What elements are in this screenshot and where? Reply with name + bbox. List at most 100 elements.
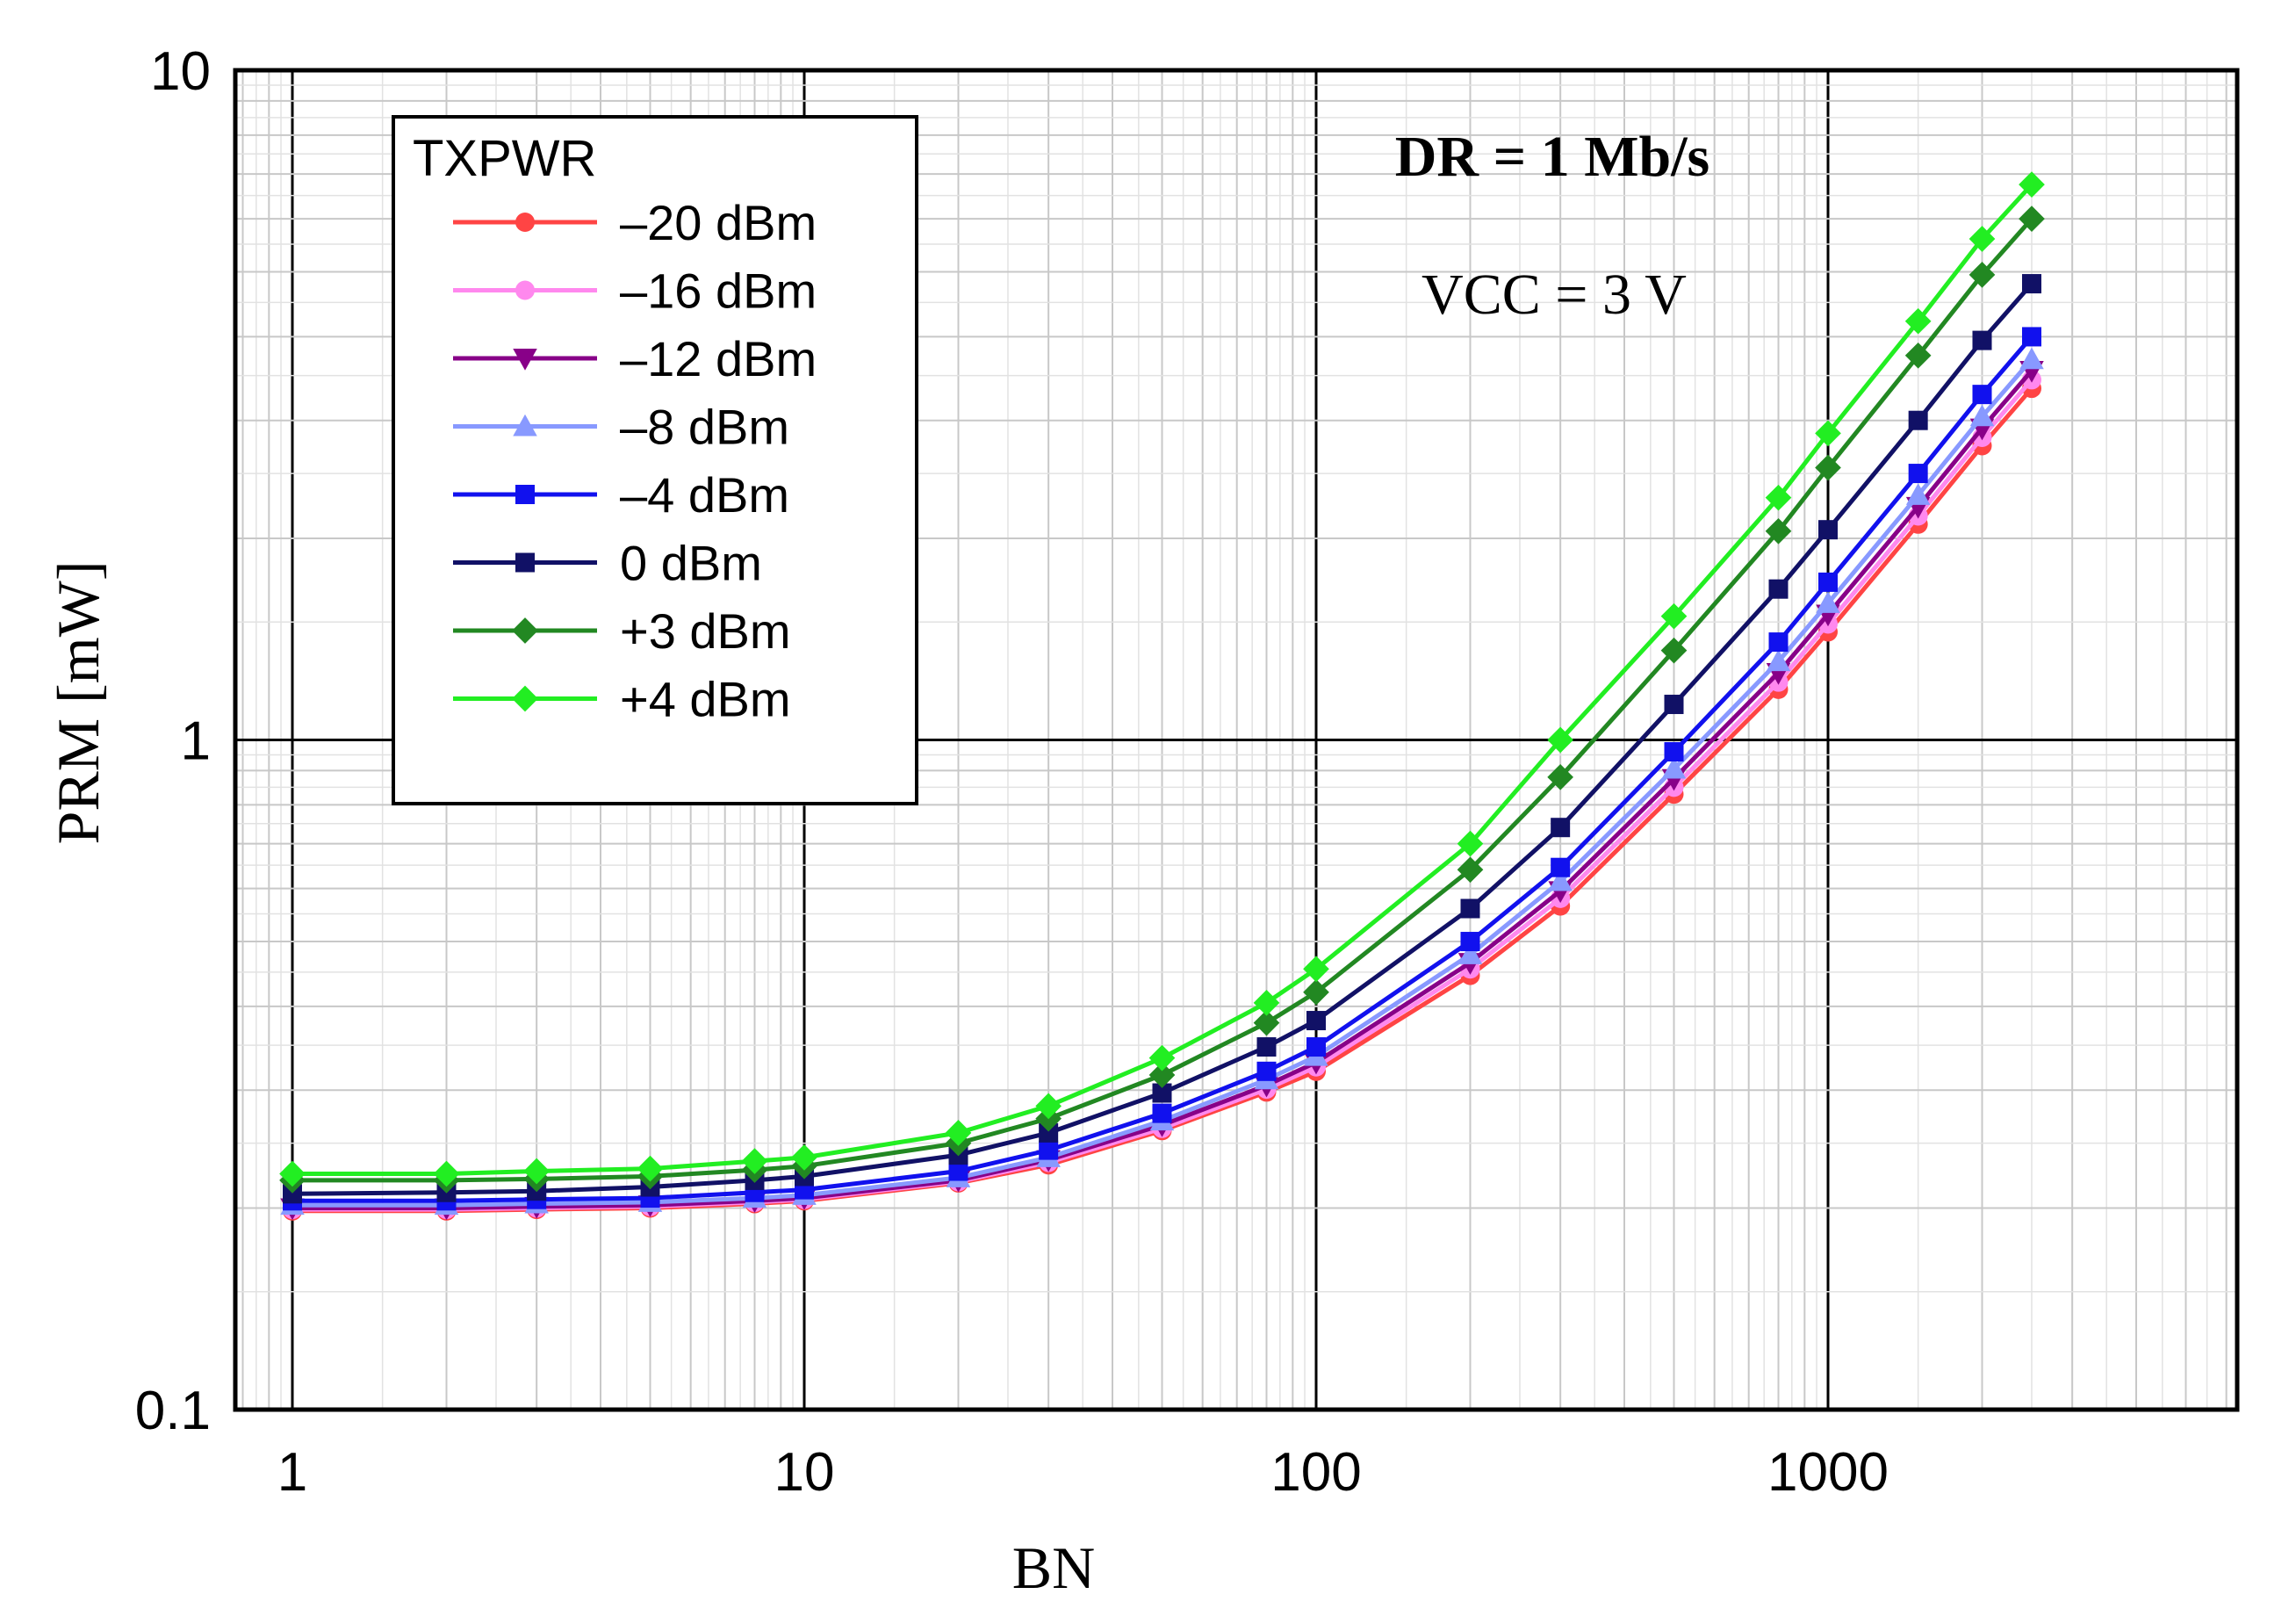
data-point xyxy=(1765,517,1792,545)
data-point xyxy=(1457,942,1483,964)
data-point xyxy=(791,1144,817,1171)
data-point xyxy=(1547,763,1574,790)
x-tick-label: 100 xyxy=(1270,1442,1361,1503)
legend-label: –20 dBm xyxy=(620,195,817,250)
data-point xyxy=(1664,742,1684,762)
legend-item: +3 dBm xyxy=(453,603,791,659)
series-+4dBm-dbm xyxy=(279,171,2045,1187)
data-point xyxy=(1303,978,1329,1006)
x-tick-labels: 1 10 100 1000 xyxy=(277,1442,1889,1503)
data-point xyxy=(1908,464,1928,484)
y-tick-label: 10 xyxy=(150,41,211,102)
legend-swatch-marker xyxy=(512,617,538,644)
data-point xyxy=(1306,1011,1326,1031)
data-point xyxy=(1306,1037,1326,1057)
data-point xyxy=(1908,410,1928,430)
legend-label: –16 dBm xyxy=(620,263,817,319)
legend-item: –12 dBm xyxy=(453,331,817,386)
data-point xyxy=(1768,579,1789,599)
legend-swatch-marker xyxy=(512,685,538,712)
data-point xyxy=(1152,1083,1172,1103)
data-point xyxy=(1818,520,1838,540)
data-point xyxy=(1660,637,1688,664)
annotation-data-rate: DR = 1 Mb/s xyxy=(1395,125,1709,189)
data-point xyxy=(1664,695,1684,715)
data-point xyxy=(1905,483,1931,505)
legend-swatch-marker xyxy=(513,414,537,436)
legend-swatch-marker xyxy=(513,349,537,371)
data-point xyxy=(1551,818,1571,838)
legend-swatch-marker xyxy=(515,552,535,573)
legend-item: –16 dBm xyxy=(453,263,817,319)
data-point xyxy=(433,1160,460,1187)
data-point xyxy=(1256,1037,1277,1057)
data-point xyxy=(1768,632,1789,653)
data-point xyxy=(1039,1140,1059,1160)
data-point xyxy=(637,1155,664,1182)
data-point xyxy=(1818,572,1838,592)
data-point xyxy=(1815,454,1841,481)
data-point xyxy=(1460,932,1480,952)
data-point xyxy=(279,1160,306,1187)
data-point xyxy=(1972,385,1992,405)
x-tick-label: 1000 xyxy=(1767,1442,1889,1503)
data-point xyxy=(1765,484,1792,511)
y-tick-label: 0.1 xyxy=(135,1381,211,1441)
data-point xyxy=(2019,171,2045,198)
y-axis-title: PRM [mW] xyxy=(45,561,112,845)
legend-item: +4 dBm xyxy=(453,672,791,727)
data-point xyxy=(1460,898,1480,919)
legend-items: –20 dBm –16 dBm –12 dBm –8 dBm –4 dBm 0 dBm +3… xyxy=(453,195,817,727)
legend-swatch-marker xyxy=(515,485,535,504)
data-point xyxy=(1904,307,1932,335)
data-point xyxy=(1904,342,1932,369)
data-point xyxy=(1303,956,1329,983)
legend-swatch-marker xyxy=(515,280,535,300)
data-point xyxy=(741,1148,768,1174)
data-point xyxy=(1547,726,1574,754)
data-point xyxy=(2021,274,2041,294)
y-tick-labels: 0.1 1 10 xyxy=(135,41,211,1441)
legend-swatch-marker xyxy=(515,213,535,232)
data-point xyxy=(2019,206,2045,233)
data-point xyxy=(1148,1044,1176,1071)
legend-label: –8 dBm xyxy=(620,400,789,455)
legend-item: –4 dBm xyxy=(453,467,789,523)
data-point xyxy=(1457,830,1484,857)
x-axis-title: BN xyxy=(1012,1534,1095,1601)
x-tick-label: 10 xyxy=(774,1442,835,1503)
data-point xyxy=(1548,869,1573,891)
data-point xyxy=(1152,1103,1172,1123)
legend-item: 0 dBm xyxy=(453,536,762,591)
data-point xyxy=(1039,1122,1059,1143)
plot-frame xyxy=(233,68,2240,1412)
data-point xyxy=(283,1184,302,1204)
legend-item: –20 dBm xyxy=(453,195,817,250)
data-point xyxy=(1969,262,1996,288)
legend: TXPWR –20 dBm –16 dBm –12 dBm –8 dBm –4 dBm 0… xyxy=(392,115,918,805)
legend-label: 0 dBm xyxy=(620,536,762,591)
data-point xyxy=(1551,857,1571,877)
legend-box xyxy=(392,115,918,805)
data-point xyxy=(1816,591,1840,613)
data-point xyxy=(1661,756,1687,779)
annotation-vcc: VCC = 3 V xyxy=(1422,263,1687,327)
data-point xyxy=(1766,649,1791,672)
legend-label: –4 dBm xyxy=(620,467,789,523)
x-tick-label: 1 xyxy=(277,1442,307,1503)
legend-label: –12 dBm xyxy=(620,331,817,386)
data-point xyxy=(523,1158,551,1185)
data-point xyxy=(945,1120,972,1146)
data-point xyxy=(1815,420,1841,447)
series-layer xyxy=(279,171,2045,1221)
legend-item: –8 dBm xyxy=(453,400,789,455)
data-point xyxy=(948,1161,968,1181)
data-point xyxy=(1972,330,1992,350)
legend-title: TXPWR xyxy=(413,130,596,187)
data-point xyxy=(1148,1062,1176,1088)
data-point xyxy=(1253,989,1280,1016)
data-point xyxy=(1969,404,1995,427)
data-point xyxy=(1457,856,1484,884)
